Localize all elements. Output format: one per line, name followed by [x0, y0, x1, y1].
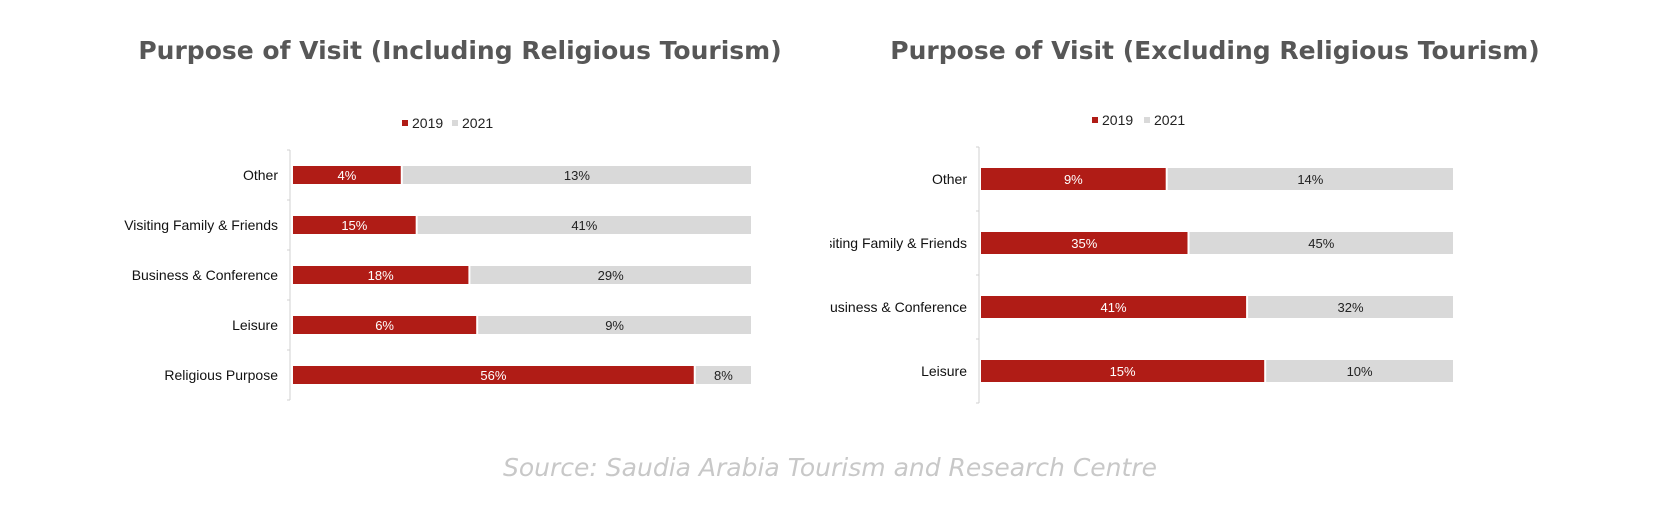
bar-2019	[293, 216, 416, 234]
bar-2021	[1248, 296, 1453, 318]
data-label-2019: 15%	[1110, 364, 1136, 379]
data-label-2019: 56%	[480, 368, 506, 383]
legend-swatch-2019	[402, 120, 408, 126]
data-label-2019: 4%	[337, 168, 356, 183]
data-label-2021: 32%	[1338, 300, 1364, 315]
legend-swatch-2019	[1092, 117, 1098, 123]
data-label-2019: 15%	[341, 218, 367, 233]
data-label-2019: 9%	[1064, 172, 1083, 187]
chart-title-excluding: Purpose of Visit (Excluding Religious To…	[890, 36, 1540, 65]
bar-2019	[981, 360, 1265, 382]
bar-2021	[478, 316, 751, 334]
data-label-2021: 10%	[1347, 364, 1373, 379]
legend: 2019 2021	[1092, 112, 1185, 128]
bar-2021	[695, 366, 751, 384]
legend-label-2021: 2021	[462, 115, 493, 131]
bar-2019	[293, 266, 469, 284]
category-label: Religious Purpose	[164, 367, 278, 383]
data-label-2021: 8%	[714, 368, 733, 383]
bars	[981, 168, 1453, 382]
legend: 2019 2021	[402, 115, 493, 131]
bar-2019	[981, 296, 1247, 318]
bar-2021	[1167, 168, 1453, 190]
chart-excluding-religious: 2019 2021 Other 9% 14% Visiting Family & Frie…	[830, 112, 1453, 404]
data-label-2021: 45%	[1308, 236, 1334, 251]
category-label: Leisure	[921, 363, 967, 379]
data-label-2021: 9%	[605, 318, 624, 333]
chart-including-religious: 2019 2021 Other 4% 13% Visiting Family & Frie…	[124, 115, 751, 401]
bar-2021	[1266, 360, 1453, 382]
data-label-2019: 18%	[368, 268, 394, 283]
data-label-2021: 13%	[564, 168, 590, 183]
category-label: Visiting Family & Friends	[830, 235, 967, 251]
legend-swatch-2021	[1144, 117, 1150, 123]
bar-2019	[981, 232, 1188, 254]
bar-2021	[1189, 232, 1453, 254]
bar-2021	[402, 166, 751, 184]
data-label-2021: 41%	[571, 218, 597, 233]
legend-label-2019: 2019	[412, 115, 443, 131]
category-label: Other	[243, 167, 278, 183]
data-label-2019: 6%	[375, 318, 394, 333]
legend-label-2019: 2019	[1102, 112, 1133, 128]
bar-2021	[417, 216, 751, 234]
category-label: Other	[932, 171, 967, 187]
category-label: Visiting Family & Friends	[124, 217, 278, 233]
bar-2019	[293, 366, 694, 384]
category-label: Business & Conference	[132, 267, 279, 283]
data-label-2021: 29%	[598, 268, 624, 283]
data-label-2019: 41%	[1101, 300, 1127, 315]
category-label: Leisure	[232, 317, 278, 333]
bar-2021	[470, 266, 751, 284]
category-label: Business & Conference	[830, 299, 967, 315]
chart-title-including: Purpose of Visit (Including Religious To…	[138, 36, 782, 65]
bar-2019	[293, 316, 477, 334]
legend-label-2021: 2021	[1154, 112, 1185, 128]
data-label-2021: 14%	[1297, 172, 1323, 187]
bars	[293, 166, 751, 384]
legend-swatch-2021	[452, 120, 458, 126]
bar-2019	[981, 168, 1166, 190]
bar-2019	[293, 166, 401, 184]
source-note: Source: Saudia Arabia Tourism and Resear…	[503, 453, 1157, 482]
data-label-2019: 35%	[1071, 236, 1097, 251]
